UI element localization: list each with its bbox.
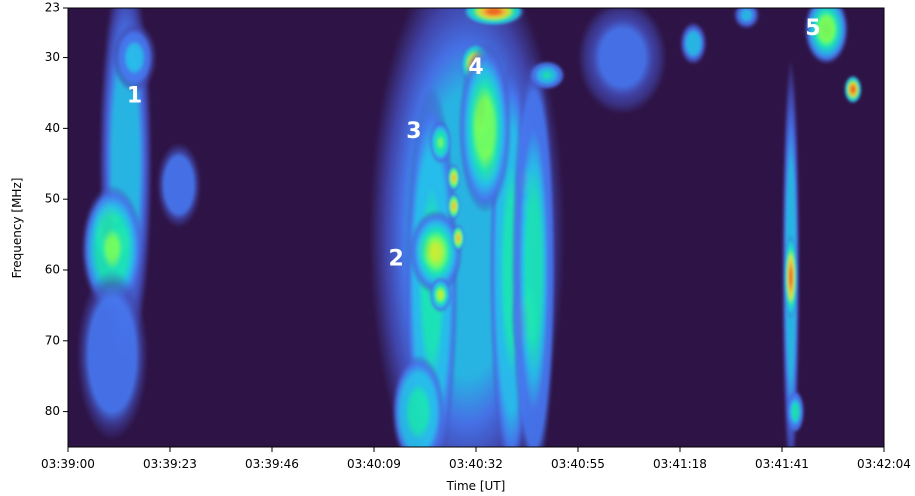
emission-burst-3 bbox=[429, 121, 452, 164]
emission-faint-top-b bbox=[733, 8, 760, 30]
emission-burst-1-right bbox=[156, 142, 202, 228]
x-tick-label: 03:42:04 bbox=[857, 457, 911, 471]
emission-right-core bbox=[784, 234, 798, 320]
y-axis-label: Frequency [MHz] bbox=[10, 178, 24, 279]
x-tick-label: 03:40:55 bbox=[551, 457, 605, 471]
y-tick-label: 50 bbox=[45, 192, 60, 206]
annotation-layer: 1 2 3 4 5 bbox=[127, 16, 821, 271]
emission-top-cluster bbox=[462, 8, 525, 26]
y-tick-label: 40 bbox=[45, 121, 60, 135]
y-tick-label: 30 bbox=[45, 50, 60, 64]
y-tick-label: 80 bbox=[45, 404, 60, 418]
burst-annotation: 4 bbox=[468, 55, 483, 80]
emission-burst-3-low bbox=[429, 277, 452, 313]
x-axis-label: Time [UT] bbox=[446, 479, 506, 493]
emission-burst-2-halo bbox=[409, 209, 463, 295]
x-tick-label: 03:39:46 bbox=[245, 457, 299, 471]
burst-annotation: 5 bbox=[805, 16, 820, 41]
burst-annotation: 3 bbox=[406, 119, 421, 144]
x-tick-label: 03:41:41 bbox=[755, 457, 809, 471]
emission-upper-right bbox=[529, 61, 565, 90]
y-tick-label: 70 bbox=[45, 333, 60, 347]
emission-burst-1-lower bbox=[76, 269, 148, 440]
emission-bottom-left bbox=[391, 354, 445, 447]
emission-burst-3-knot-a bbox=[447, 163, 461, 193]
x-tick-label: 03:40:09 bbox=[347, 457, 401, 471]
emission-burst-5-halo bbox=[804, 8, 849, 65]
x-axis: 03:39:00 03:39:23 03:39:46 03:40:09 03:40:32… bbox=[41, 447, 911, 471]
emission-burst-1-top bbox=[112, 22, 157, 93]
y-axis: 23 30 40 50 60 70 80 bbox=[45, 1, 68, 418]
emission-mid-band bbox=[511, 57, 556, 447]
x-tick-label: 03:40:32 bbox=[449, 457, 503, 471]
burst-annotation: 2 bbox=[389, 246, 404, 271]
y-tick-label: 60 bbox=[45, 262, 60, 276]
emission-faint-top-a bbox=[680, 22, 707, 65]
emission-right-low bbox=[786, 390, 805, 433]
y-tick-label: 23 bbox=[45, 1, 60, 15]
burst-annotation: 1 bbox=[127, 84, 142, 109]
emission-burst-3-knot-b bbox=[447, 192, 461, 221]
emission-layer bbox=[76, 8, 862, 447]
x-tick-label: 03:39:23 bbox=[143, 457, 197, 471]
x-tick-label: 03:39:00 bbox=[41, 457, 95, 471]
emission-burst-4-halo bbox=[458, 43, 512, 214]
emission-burst-3-knot-c bbox=[451, 223, 465, 253]
x-tick-label: 03:41:18 bbox=[653, 457, 707, 471]
emission-upper-fringe bbox=[578, 8, 667, 115]
emission-burst-5-lower bbox=[844, 75, 862, 104]
